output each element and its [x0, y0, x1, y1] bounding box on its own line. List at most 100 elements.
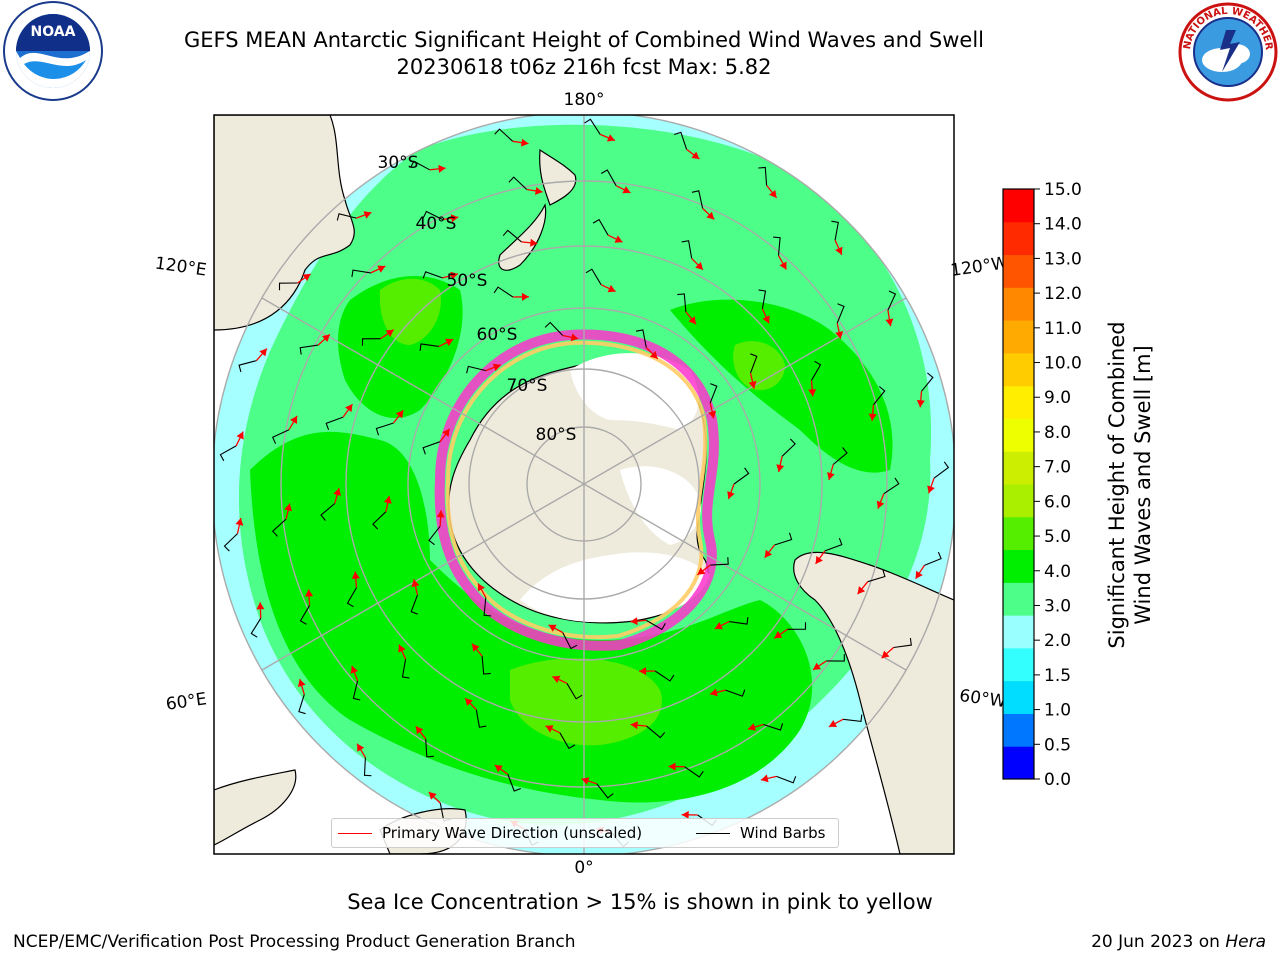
footer-machine: Hera — [1225, 932, 1266, 952]
wave-arrow-head — [284, 503, 292, 512]
wind-barb — [933, 461, 950, 479]
wind-barb — [271, 518, 287, 537]
wave-arrow-head — [552, 675, 561, 684]
wave-arrow-head — [377, 265, 386, 273]
wind-barb — [298, 694, 306, 715]
wind-barb — [635, 329, 647, 348]
wind-barb — [710, 557, 729, 566]
wave-arrow-head — [714, 622, 723, 630]
colorbar-segment — [1003, 516, 1034, 551]
wave-arrow-head — [398, 644, 406, 653]
colorbar-tick-label: 7.0 — [1044, 458, 1071, 478]
noaa-logo-text: NOAA — [31, 24, 76, 40]
wave-arrow-head — [668, 762, 676, 771]
legend-swatch-red-line — [338, 833, 372, 834]
wind-barb — [299, 344, 319, 355]
colorbar-segment — [1003, 451, 1034, 485]
wind-barb — [559, 732, 576, 750]
wave-arrow-head — [828, 720, 837, 727]
wave-arrow-head — [290, 415, 298, 424]
colorbar-tick-label: 0.5 — [1044, 735, 1071, 755]
wind-barb — [893, 638, 912, 649]
wave-arrow-head — [776, 464, 785, 472]
colorbar-tick-label: 9.0 — [1044, 388, 1071, 408]
wave-arrow-head — [570, 333, 579, 342]
wave-arrow-head — [450, 271, 458, 280]
map-legend: Primary Wave Direction (unscaled) Wind B… — [331, 818, 839, 848]
wave-arrow-head — [530, 238, 538, 247]
colorbar-tick-label: 8.0 — [1044, 423, 1071, 443]
colorbar-tick-label: 13.0 — [1044, 249, 1082, 269]
wind-barb — [787, 622, 807, 630]
footer-credit: NCEP/EMC/Verification Post Processing Pr… — [13, 932, 576, 952]
wind-barb — [507, 774, 521, 792]
wind-barb — [481, 656, 491, 675]
footer-date-text: 20 Jun 2023 on — [1091, 932, 1226, 952]
wave-arrow-head — [708, 410, 717, 419]
land-australia — [214, 115, 355, 331]
wave-arrow-head — [769, 190, 777, 198]
lat-label-40s: 40°S — [416, 214, 457, 234]
colorbar-segment — [1003, 385, 1034, 419]
lon-label-120w: 120°W — [949, 253, 1009, 281]
wave-arrow-head — [630, 617, 638, 626]
wind-barb — [475, 709, 487, 728]
wind-barb — [646, 725, 666, 739]
legend-label-wave: Primary Wave Direction (unscaled) — [382, 824, 643, 842]
wind-barb — [843, 714, 863, 723]
colorbar-tick-label: 15.0 — [1044, 180, 1082, 200]
wind-barb — [887, 290, 897, 311]
wind-barb — [646, 619, 666, 631]
lon-label-0: 0° — [574, 858, 593, 878]
colorbar-tick-label: 0.0 — [1044, 770, 1071, 790]
ice-shelf-weddell — [520, 552, 710, 623]
wave-arrow-head — [706, 211, 715, 220]
wind-barb — [363, 757, 372, 777]
noaa-logo-icon: NOAA — [3, 1, 103, 101]
colorbar-tick-label: 3.0 — [1044, 596, 1071, 616]
wind-barb — [831, 220, 839, 241]
wave-arrow-head — [639, 667, 647, 676]
wind-barb — [681, 240, 693, 259]
colorbar-title-line1: Significant Height of Combined — [1105, 321, 1129, 648]
wind-barb — [774, 532, 793, 546]
colorbar-ticks: 0.0 0.5 1.0 1.5 2.0 3.0 4.0 5.0 6.0 7.0 8.0 9.0 10.0… — [1034, 180, 1082, 790]
colorbar-segment — [1003, 746, 1034, 780]
colorbar-tick-label: 14.0 — [1044, 215, 1082, 235]
wind-barb — [674, 131, 688, 150]
wave-arrow-head — [774, 631, 783, 639]
colorbar-tick-label: 10.0 — [1044, 354, 1082, 374]
colorbar-tick-label: 1.0 — [1044, 701, 1071, 721]
colorbar-tick-label: 4.0 — [1044, 562, 1071, 582]
wind-barb — [325, 416, 344, 430]
wave-arrow-head — [305, 589, 313, 597]
ice-shelves — [520, 353, 710, 623]
wave-arrow-head — [548, 624, 557, 632]
colorbar-segment — [1003, 221, 1034, 256]
wind-barb — [725, 689, 746, 697]
wind-barb — [401, 659, 410, 679]
wave-arrow-head — [748, 380, 757, 389]
wave-arrow-head — [395, 410, 404, 419]
wind-barb — [410, 594, 419, 615]
colorbar-title-line2: Wind Waves and Swell [m] — [1131, 345, 1155, 625]
wind-barb — [562, 632, 578, 650]
wind-barb — [883, 477, 900, 495]
wind-barb — [867, 569, 886, 583]
wind-barb — [684, 766, 704, 778]
wind-barb — [763, 723, 784, 731]
wave-arrow-head — [827, 472, 835, 480]
wind-barb — [336, 213, 357, 221]
wind-barb — [872, 386, 886, 406]
wave-arrow-head — [915, 570, 923, 579]
wind-barb — [826, 654, 845, 662]
colorbar-tick-label: 1.5 — [1044, 666, 1071, 686]
wave-arrow-head — [333, 488, 341, 496]
wave-arrow-head — [411, 579, 420, 588]
wave-arrow-head — [351, 571, 360, 579]
sea-ice-note: Sea Ice Concentration > 15% is shown in … — [347, 890, 933, 914]
wave-arrow-head — [302, 273, 311, 282]
wave-arrow-head — [445, 338, 454, 346]
wave-arrow-head — [436, 510, 445, 518]
colorbar — [1002, 188, 1035, 780]
